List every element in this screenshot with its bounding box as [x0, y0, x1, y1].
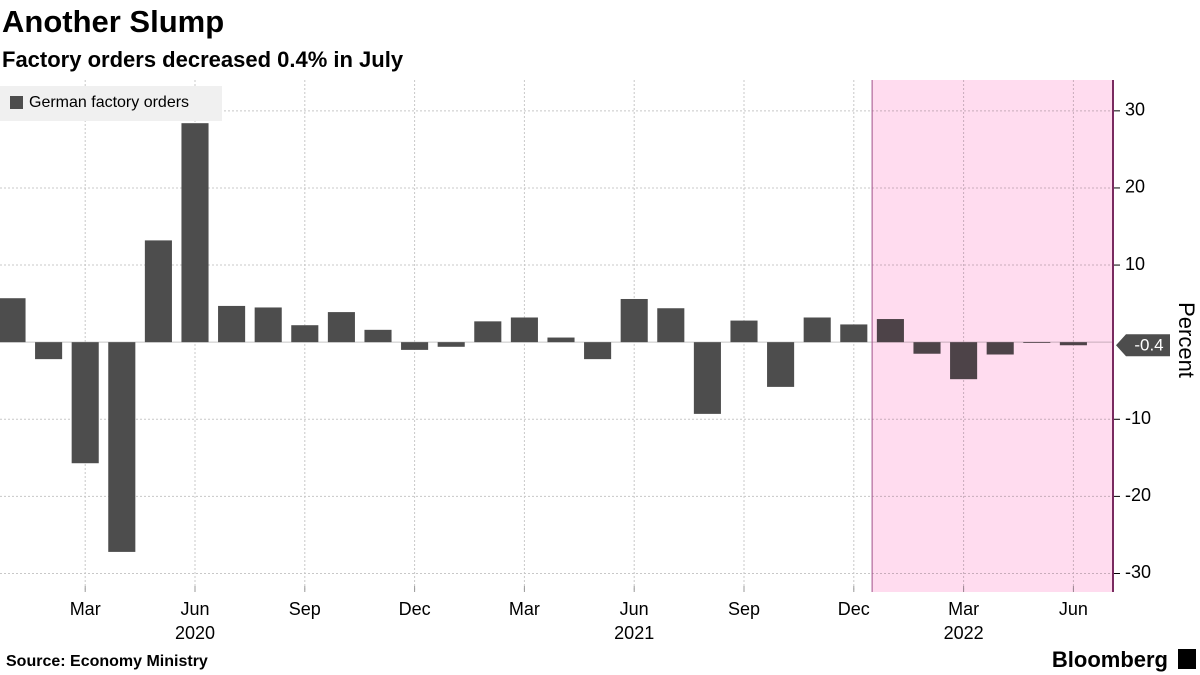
bar [547, 337, 575, 343]
x-tick-label: Mar [948, 599, 979, 619]
bar [108, 342, 136, 552]
x-tick-label: Jun [620, 599, 649, 619]
plot-area: -30 -20 -10 10 20 30 Mar Jun Sep Dec Mar Jun Sep Dec M… [0, 80, 1170, 643]
highlight-region [872, 80, 1113, 592]
source: Source: Economy Ministry [6, 653, 208, 670]
chart-subtitle: Factory orders decreased 0.4% in July [2, 47, 404, 72]
bar [254, 307, 282, 343]
y-tick-label: -20 [1125, 485, 1151, 505]
bar [474, 321, 502, 343]
x-year-label: 2022 [944, 623, 984, 643]
x-tick-label: Sep [289, 599, 321, 619]
last-value-tag [1116, 334, 1170, 357]
x-tick-label: Sep [728, 599, 760, 619]
x-tick-label: Mar [70, 599, 101, 619]
y-tick-label: 30 [1125, 100, 1145, 120]
bar [35, 342, 63, 360]
bar [803, 317, 831, 343]
y-tick-label: -30 [1125, 562, 1151, 582]
y-axis-label: Percent [1174, 302, 1199, 378]
bar [364, 329, 392, 343]
bar [327, 312, 355, 343]
bar [0, 298, 26, 343]
x-tick-label: Jun [180, 599, 209, 619]
bar [584, 342, 612, 360]
brand-icon [1178, 649, 1196, 669]
bar [437, 342, 465, 347]
bar [401, 342, 429, 350]
brand: Bloomberg [1052, 647, 1168, 672]
bar [181, 123, 209, 343]
bar [693, 342, 721, 414]
legend-label: German factory orders [29, 94, 189, 111]
bar [71, 342, 99, 464]
bar [620, 298, 648, 343]
bar [730, 320, 758, 343]
bar [657, 308, 685, 343]
x-tick-label: Dec [838, 599, 870, 619]
bar [510, 317, 538, 343]
bar [840, 324, 868, 343]
bar [767, 342, 795, 387]
bar [218, 305, 246, 343]
legend-swatch [10, 96, 23, 109]
y-tick-label: 10 [1125, 254, 1145, 274]
x-tick-label: Mar [509, 599, 540, 619]
y-tick-label: 20 [1125, 177, 1145, 197]
x-tick-label: Dec [399, 599, 431, 619]
x-year-label: 2021 [614, 623, 654, 643]
chart-title: Another Slump [2, 4, 224, 39]
y-tick-label: -10 [1125, 408, 1151, 428]
bar [291, 325, 319, 343]
x-year-label: 2020 [175, 623, 215, 643]
x-tick-label: Jun [1059, 599, 1088, 619]
last-value-label: -0.4 [1134, 336, 1163, 355]
legend-box [0, 86, 222, 121]
bar [144, 240, 172, 343]
